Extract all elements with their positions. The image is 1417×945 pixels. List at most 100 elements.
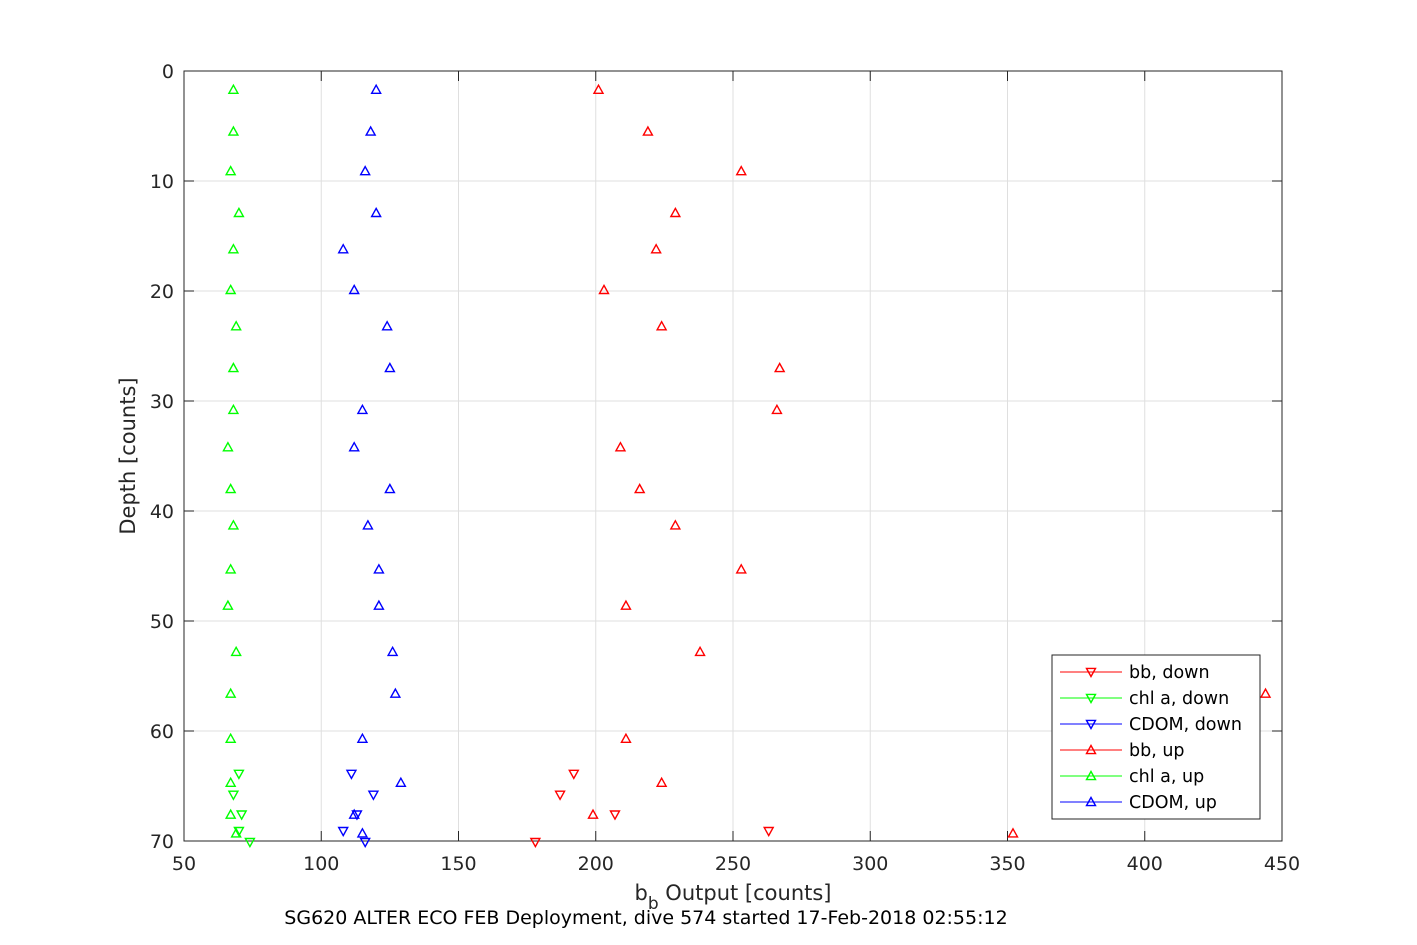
data-point [348,283,360,295]
legend-marker [1085,693,1097,704]
legend-label: chl a, down [1129,689,1229,709]
data-point [224,808,237,819]
axes: 50 100 150 200 250 300 350 400 450 0 10 20 30 40 50 60 7… [150,61,1300,875]
x-axis-label-rest: Output [counts] [659,881,832,905]
y-tick-label: 50 [150,611,174,633]
data-point [227,403,240,415]
data-point [356,403,369,415]
data-point [359,165,371,176]
legend-marker [1085,770,1097,781]
data-point [642,125,654,136]
legend-marker [1085,744,1097,755]
y-tick-label: 40 [150,501,174,523]
data-point [1007,827,1019,838]
data-point [587,808,599,819]
legend-label: CDOM, up [1129,793,1217,813]
data-point [592,83,605,94]
x-tick-label: 300 [852,853,888,875]
data-point [224,687,237,698]
x-tick-label: 450 [1264,853,1300,875]
data-point [650,243,662,254]
data-point [598,283,610,295]
data-point [614,441,627,452]
legend-marker [1085,796,1097,807]
data-point [773,362,786,373]
data-point [370,206,382,218]
data-point [762,826,775,838]
y-tick-label: 30 [150,391,174,413]
data-point [395,776,407,787]
data-point [224,483,237,494]
data-point [227,790,240,801]
data-point [244,837,256,849]
data-point [227,519,240,530]
data-point [620,732,632,743]
data-point [235,810,248,821]
data-point [230,320,242,331]
data-point [227,243,240,254]
data-point [633,483,646,494]
data-point [655,776,668,787]
data-point [230,827,242,838]
x-tick-label: 200 [578,853,614,875]
data-point [771,403,783,415]
data-point [735,165,747,176]
data-point [568,769,580,780]
x-axis-label: bb Output [counts] [634,881,831,914]
data-point [620,599,632,610]
chart-caption: SG620 ALTER ECO FEB Deployment, dive 574… [284,907,1007,929]
data-point [669,206,682,218]
chart-marks [222,83,1272,849]
y-tick-label: 10 [150,171,174,193]
data-point [351,810,363,821]
data-point [386,645,399,657]
data-point [348,808,360,819]
data-point [224,563,237,574]
data-point [233,206,245,218]
x-tick-label: 150 [440,853,476,875]
data-point [529,837,542,849]
x-tick-label: 100 [303,853,339,875]
data-point [364,125,377,136]
x-axis-label-main: b [634,881,647,905]
legend: bb, down chl a, down CDOM, down bb, up chl a… [1051,654,1261,820]
y-tick-label: 20 [150,281,174,303]
data-point [554,790,566,801]
x-tick-label: 250 [715,853,751,875]
data-point [224,165,237,176]
data-point [384,483,396,494]
data-point [337,826,349,838]
x-tick-label: 50 [172,853,196,875]
x-tick-label: 400 [1127,853,1163,875]
data-point [222,599,234,610]
legend-label: bb, up [1129,741,1185,761]
data-point [373,563,385,574]
data-point [233,826,245,838]
data-point [337,243,349,254]
x-axis-label-subscript: b [648,894,659,914]
y-tick-label: 0 [162,61,174,83]
data-point [389,687,402,698]
data-point [367,790,380,801]
data-point [227,125,240,136]
data-point [230,645,242,657]
y-tick-label: 70 [150,831,174,853]
data-point [348,441,360,452]
data-point [224,732,237,743]
x-tick-label: 350 [989,853,1025,875]
data-point [655,320,668,331]
data-point [224,283,237,295]
legend-box [1051,654,1261,820]
data-point [359,837,371,849]
legend-marker [1085,667,1097,678]
legend-marker [1085,719,1097,730]
data-point [356,827,369,838]
data-point [222,441,234,452]
data-point [735,563,747,574]
data-point [381,320,393,331]
legend-label: CDOM, down [1129,715,1242,735]
data-point [609,810,621,821]
data-point [373,599,385,610]
data-point [384,362,396,373]
